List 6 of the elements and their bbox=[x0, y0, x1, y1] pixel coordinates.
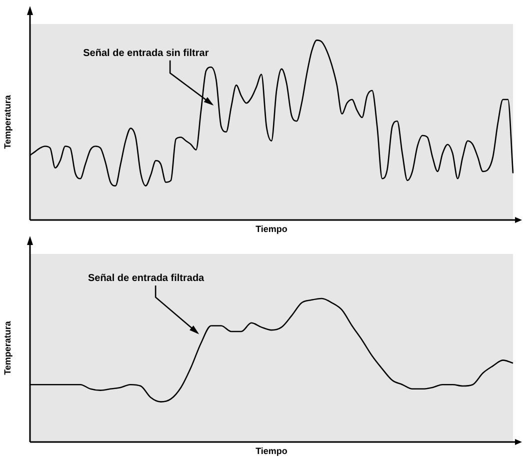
y-axis-title: Temperatura bbox=[2, 94, 12, 149]
y-axis-title: Temperatura bbox=[2, 320, 12, 375]
x-axis-title: Tiempo bbox=[256, 446, 288, 456]
annotation: Señal de entrada sin filtrar bbox=[83, 48, 209, 60]
x-axis-title: Tiempo bbox=[256, 224, 288, 234]
text: Señal de entrada filtrada bbox=[88, 273, 205, 284]
